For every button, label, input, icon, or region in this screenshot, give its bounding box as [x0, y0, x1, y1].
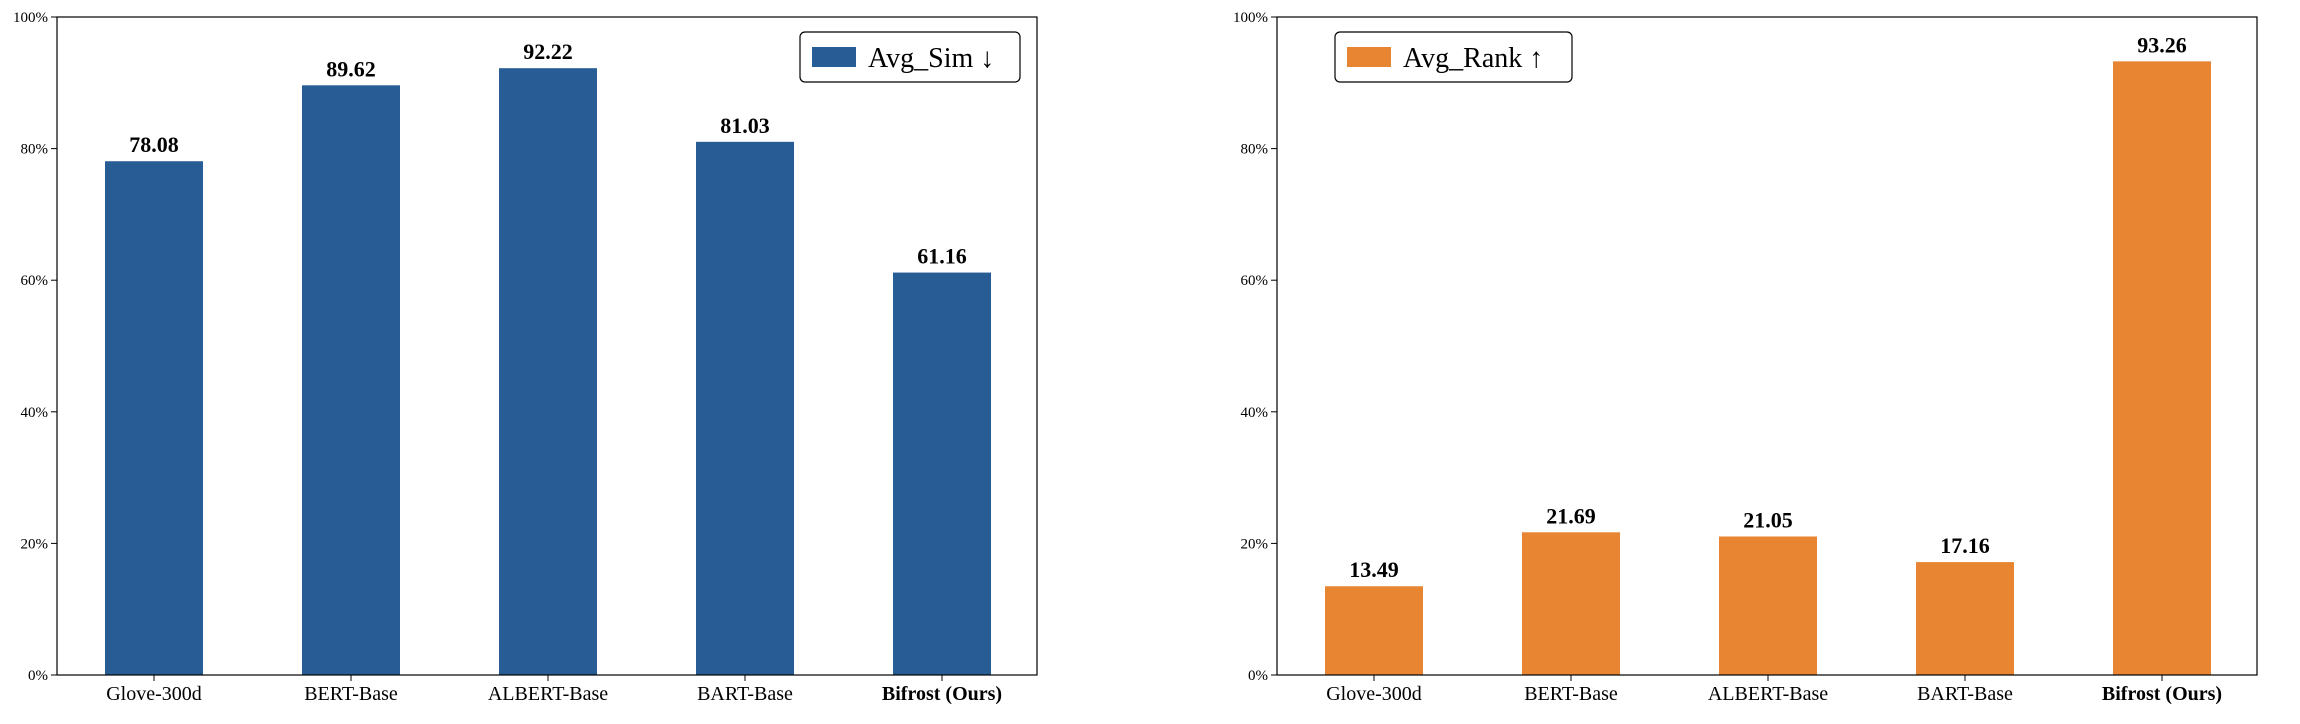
y-tick-label-4: 80%: [21, 142, 49, 158]
bar-4: [2113, 61, 2211, 676]
legend: Avg_Sim ↓: [799, 31, 1021, 83]
y-tick-label-1: 20%: [1241, 536, 1269, 552]
y-tick-label-0: 0%: [28, 668, 48, 684]
chart-avg-sim: 78.08 89.62 92.22 81.03 61.16 0% 20% 40% 60% 80% 1…: [13, 10, 1038, 705]
value-label-4: 93.26: [2137, 32, 2187, 57]
chart-avg-rank: 13.49 21.69 21.05 17.16 93.26 0% 20% 40% 60% 80% 1…: [1233, 10, 2258, 705]
value-label-2: 92.22: [523, 39, 573, 64]
plot-frame: [1276, 16, 2258, 676]
x-tick-label-0: Glove-300d: [1326, 683, 1422, 705]
bar-1: [302, 85, 400, 675]
y-tick-label-5: 100%: [13, 10, 48, 26]
y-tick-label-2: 40%: [1241, 405, 1269, 421]
x-tick-label-0: Glove-300d: [106, 683, 202, 705]
x-tick-label-4: Bifrost (Ours): [2102, 683, 2222, 705]
legend: Avg_Rank ↑: [1334, 31, 1573, 83]
bar-1: [1522, 532, 1620, 675]
x-tick-label-4: Bifrost (Ours): [882, 683, 1002, 705]
y-tick-label-1: 20%: [21, 536, 49, 552]
bar-3: [696, 141, 794, 675]
y-tick-label-5: 100%: [1233, 10, 1268, 26]
value-label-3: 17.16: [1940, 533, 1990, 558]
bar-4: [893, 272, 991, 675]
bar-2: [1719, 536, 1817, 675]
legend-swatch: [1347, 47, 1391, 67]
legend-label: Avg_Sim ↓: [868, 43, 994, 74]
x-tick-label-2: ALBERT-Base: [1708, 683, 1828, 705]
y-tick-label-3: 60%: [21, 273, 49, 289]
legend-label: Avg_Rank ↑: [1403, 43, 1543, 74]
x-tick-label-3: BART-Base: [1917, 683, 2013, 705]
value-label-1: 21.69: [1546, 503, 1596, 528]
plot-frame: [56, 16, 1038, 676]
x-tick-label-1: BERT-Base: [304, 683, 398, 705]
bar-0: [105, 161, 203, 676]
bar-3: [1916, 562, 2014, 675]
y-tick-label-0: 0%: [1248, 668, 1268, 684]
value-label-4: 61.16: [917, 244, 967, 269]
bar-2: [499, 68, 597, 676]
x-tick-label-1: BERT-Base: [1524, 683, 1618, 705]
value-label-1: 89.62: [326, 56, 376, 81]
value-label-3: 81.03: [720, 113, 770, 138]
legend-swatch: [812, 47, 856, 67]
x-tick-label-2: ALBERT-Base: [488, 683, 608, 705]
y-tick-label-4: 80%: [1241, 142, 1269, 158]
legend-box: [1334, 31, 1573, 83]
x-tick-label-3: BART-Base: [697, 683, 793, 705]
y-tick-label-3: 60%: [1241, 273, 1269, 289]
legend-box: [799, 31, 1021, 83]
bar-0: [1325, 586, 1423, 675]
value-label-2: 21.05: [1743, 507, 1793, 532]
value-label-0: 78.08: [129, 132, 179, 157]
y-tick-label-2: 40%: [21, 405, 49, 421]
value-label-0: 13.49: [1349, 557, 1399, 582]
